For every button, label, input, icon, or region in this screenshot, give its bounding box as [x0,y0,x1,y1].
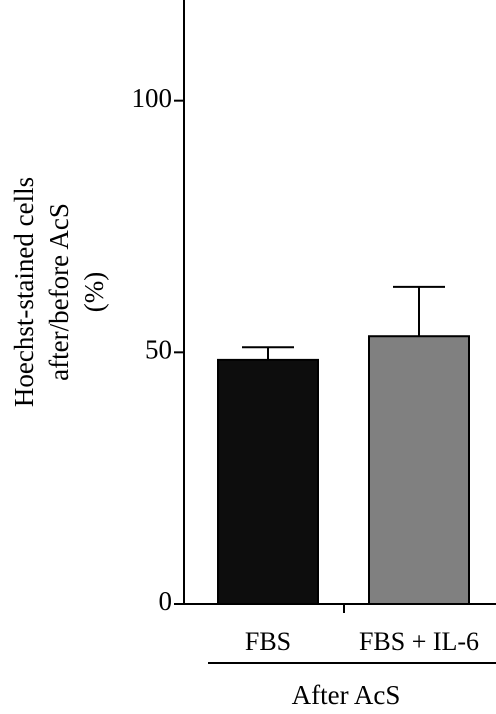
x-axis [184,603,496,613]
y-tick-label: 50 [145,335,172,365]
y-axis-label-line-3: (%) [79,272,109,312]
group-label: After AcS [292,680,401,710]
y-tick-label: 100 [132,83,173,113]
category-label: FBS [245,627,291,656]
category-labels: FBS FBS + IL-6 [245,627,479,656]
y-axis-label-line-2: after/before AcS [44,203,74,381]
y-axis-label-line-1: Hoechst-stained cells [9,177,39,407]
category-label: FBS + IL-6 [359,627,479,656]
bars [217,335,470,605]
bar [217,358,319,605]
y-axis: 0 50 100 [132,0,185,616]
bar [368,335,470,605]
error-bars [242,285,445,360]
y-tick-label: 0 [159,586,173,616]
